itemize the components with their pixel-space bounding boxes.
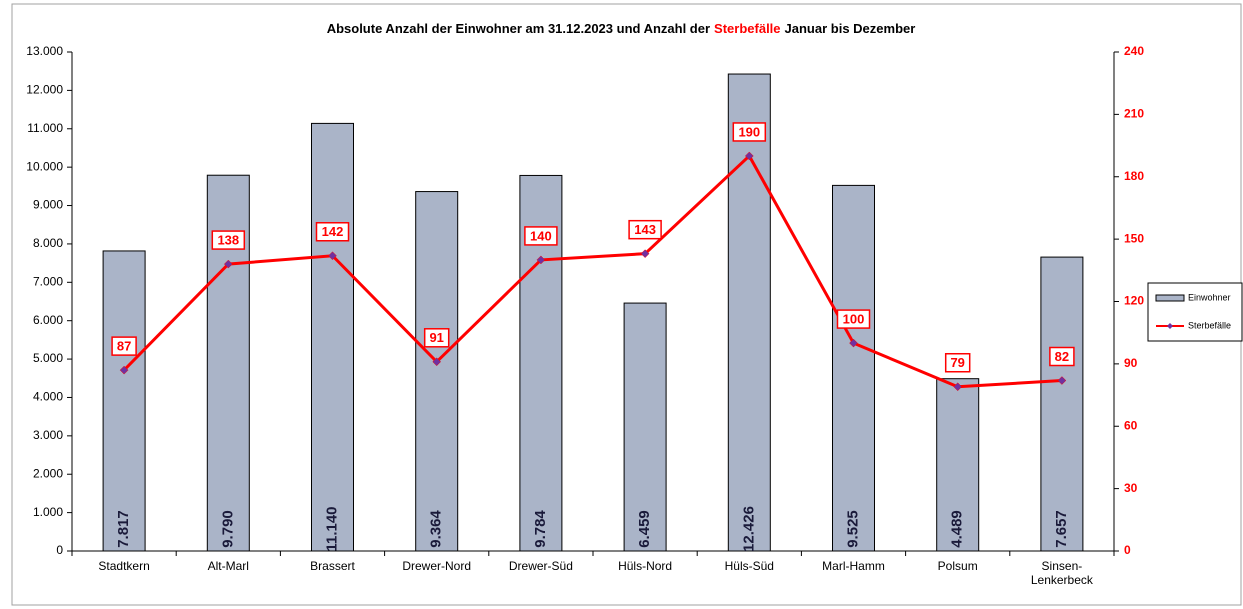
data-label-box <box>111 336 137 356</box>
marker <box>849 338 858 348</box>
y2-tick-label: 90 <box>1124 356 1138 370</box>
data-label-box <box>211 230 246 250</box>
y-tick-label: 9.000 <box>33 198 63 212</box>
bar <box>623 302 667 552</box>
data-label: 190 <box>738 124 760 139</box>
x-tick-label: Drewer-Nord <box>402 559 472 573</box>
y-tick-label: 12.000 <box>26 83 63 97</box>
marker <box>119 365 129 375</box>
bar <box>936 378 980 552</box>
bar-value-label: 6.459 <box>636 510 653 548</box>
x-tick-label: Sinsen-Lenkerbeck <box>1030 559 1093 587</box>
data-label: 138 <box>217 233 239 248</box>
y2-tick-label: 150 <box>1124 231 1144 245</box>
y2-tick-label: 60 <box>1124 418 1138 432</box>
title-part: Absolute Anzahl der Einwohner am 31.12.2… <box>327 21 710 36</box>
data-label: 100 <box>843 312 865 327</box>
legend-label: Einwohner <box>1188 292 1231 302</box>
y-tick-label: 1.000 <box>33 505 63 519</box>
data-label-box <box>315 222 350 242</box>
marker <box>536 255 546 265</box>
data-label: 140 <box>530 228 552 243</box>
y-tick-label: 7.000 <box>33 274 63 288</box>
data-label-box <box>524 226 558 246</box>
data-label: 82 <box>1055 349 1069 364</box>
data-label-box <box>423 328 450 348</box>
y-tick-label: 6.000 <box>33 313 63 327</box>
bar-value-label: 4.489 <box>949 510 966 548</box>
y2-tick-label: 240 <box>1124 44 1144 58</box>
bar-value-label: 9.784 <box>532 510 549 548</box>
marker <box>744 151 754 161</box>
bar <box>415 191 459 552</box>
bar-value-label: 9.790 <box>219 510 236 548</box>
data-label-box <box>944 352 971 373</box>
legend-label: Sterbefälle <box>1188 320 1231 330</box>
y-tick-label: 11.000 <box>27 121 63 135</box>
legend-swatch <box>1155 294 1185 302</box>
bar-value-label: 7.657 <box>1053 510 1070 548</box>
marker <box>328 251 337 261</box>
bar-value-label: 7.817 <box>115 510 132 548</box>
bar <box>832 184 875 552</box>
y2-tick-label: 210 <box>1124 107 1144 121</box>
title-highlight: Sterbefälle <box>714 21 780 36</box>
legend-box <box>1147 282 1243 342</box>
data-label-box <box>836 309 871 329</box>
bar <box>102 250 146 552</box>
bar <box>1040 256 1084 552</box>
data-label-box <box>732 122 767 142</box>
y-tick-label: 8.000 <box>33 236 63 250</box>
x-tick-label: Brassert <box>310 559 355 573</box>
chart-title: Absolute Anzahl der Einwohner am 31.12.2… <box>327 21 916 36</box>
line <box>123 153 1062 389</box>
legend-marker <box>1167 323 1173 329</box>
marker <box>640 249 650 259</box>
bar-value-label: 9.525 <box>844 510 861 548</box>
x-tick-label: Stadtkern <box>98 559 150 573</box>
data-label-box <box>628 219 662 240</box>
y-tick-label: 5.000 <box>33 351 63 365</box>
bar <box>727 73 771 552</box>
x-tick-label: Hüls-Nord <box>618 559 673 573</box>
y-tick-label: 4.000 <box>33 390 63 404</box>
x-tick-label: Alt-Marl <box>207 559 249 573</box>
y2-tick-label: 30 <box>1124 481 1138 495</box>
y-tick-label: 10.000 <box>26 159 63 173</box>
x-tick-label: Marl-Hamm <box>822 559 885 573</box>
marker <box>223 259 233 269</box>
bar-value-label: 11.140 <box>323 506 340 551</box>
x-tick-label: Hüls-Süd <box>724 559 774 573</box>
data-label: 143 <box>634 222 656 237</box>
y-tick-label: 3.000 <box>33 428 63 442</box>
data-label: 91 <box>429 330 443 345</box>
y-tick-label: 13.000 <box>26 44 63 58</box>
y2-tick-label: 0 <box>1124 543 1131 557</box>
title-part: Januar bis Dezember <box>785 21 916 36</box>
x-tick-label: Polsum <box>937 559 978 573</box>
data-label-box <box>1049 346 1075 367</box>
bar-value-label: 9.364 <box>428 510 445 548</box>
y2-tick-label: 120 <box>1124 294 1144 308</box>
marker <box>953 382 963 392</box>
bar-value-label: 12.426 <box>740 506 757 552</box>
data-label: 87 <box>117 339 131 354</box>
marker <box>1057 376 1067 385</box>
data-label: 79 <box>950 355 964 370</box>
x-tick-label: Drewer-Süd <box>508 559 573 573</box>
y-tick-label: 0 <box>56 543 63 557</box>
marker <box>432 357 442 367</box>
y-tick-label: 2.000 <box>33 466 63 480</box>
bar <box>311 122 354 552</box>
y2-tick-label: 180 <box>1124 169 1144 183</box>
data-label: 142 <box>322 224 344 239</box>
